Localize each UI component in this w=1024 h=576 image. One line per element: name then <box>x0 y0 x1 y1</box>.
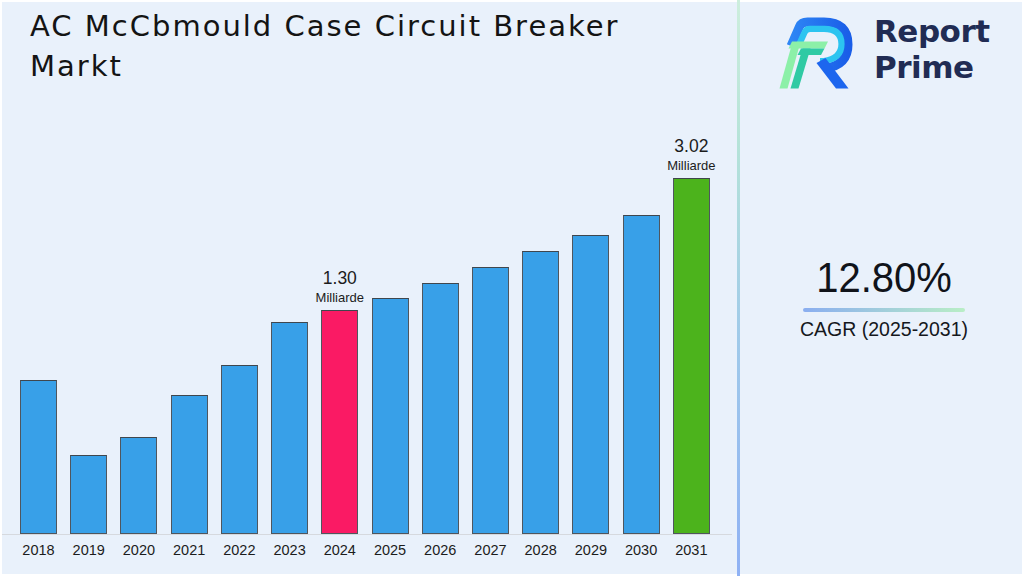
annotation-value: 1.30 <box>295 268 385 289</box>
vertical-divider <box>737 0 740 576</box>
x-axis-label-2026: 2026 <box>422 542 459 558</box>
bar-2018 <box>20 380 57 534</box>
bar-chart: 1.30Milliarde 3.02Milliarde <box>20 134 710 534</box>
brand-name-line2: Prime <box>874 49 990 85</box>
bar-2030 <box>623 215 660 534</box>
bar-2022 <box>221 365 258 534</box>
bar-column-2027 <box>472 267 509 534</box>
cagr-underline <box>803 308 965 312</box>
cagr-panel: 12.80% CAGR (2025-2031) <box>800 253 968 341</box>
page-title-line2: Markt <box>30 46 620 86</box>
brand-name: Report Prime <box>874 13 990 85</box>
x-axis-label-2031: 2031 <box>673 542 710 558</box>
bar-2024 <box>321 310 358 534</box>
bar-column-2019 <box>70 455 107 534</box>
brand-name-line1: Report <box>874 13 990 49</box>
infographic-page: AC McCbmould Case Circuit Breaker Markt … <box>0 0 1024 576</box>
x-axis-label-2030: 2030 <box>623 542 660 558</box>
bar-column-2030 <box>623 215 660 534</box>
bar-2021 <box>171 395 208 534</box>
bar-2027 <box>472 267 509 534</box>
bar-column-2029 <box>572 235 609 534</box>
bar-column-2031: 3.02Milliarde <box>673 178 710 534</box>
cagr-label: CAGR (2025-2031) <box>800 318 968 341</box>
bar-2023 <box>271 322 308 534</box>
annotation-unit: Milliarde <box>646 158 736 173</box>
bar-2025 <box>372 298 409 534</box>
x-axis-label-2029: 2029 <box>572 542 609 558</box>
x-axis-label-2020: 2020 <box>120 542 157 558</box>
bar-column-2028 <box>522 251 559 534</box>
x-axis-label-2023: 2023 <box>271 542 308 558</box>
page-title-line1: AC McCbmould Case Circuit Breaker <box>30 6 620 46</box>
bar-column-2024: 1.30Milliarde <box>321 310 358 534</box>
bar-column-2022 <box>221 365 258 534</box>
bar-column-2020 <box>120 437 157 534</box>
bar-2031 <box>673 178 710 534</box>
bar-2026 <box>422 283 459 534</box>
x-axis-label-2027: 2027 <box>472 542 509 558</box>
x-axis-label-2022: 2022 <box>221 542 258 558</box>
bar-2028 <box>522 251 559 534</box>
report-prime-logo-icon <box>779 13 855 89</box>
bar-annotation-2031: 3.02Milliarde <box>646 136 736 178</box>
bar-2019 <box>70 455 107 534</box>
cagr-value: 12.80% <box>806 253 962 302</box>
bar-column-2023 <box>271 322 308 534</box>
x-axis-label-2021: 2021 <box>171 542 208 558</box>
x-axis-label-2025: 2025 <box>372 542 409 558</box>
bar-column-2026 <box>422 283 459 534</box>
x-axis-label-2028: 2028 <box>522 542 559 558</box>
bar-column-2025 <box>372 298 409 534</box>
bar-2020 <box>120 437 157 534</box>
x-axis-line <box>2 534 732 535</box>
x-axis-label-2019: 2019 <box>70 542 107 558</box>
x-axis-label-2024: 2024 <box>321 542 358 558</box>
bar-column-2021 <box>171 395 208 534</box>
bar-column-2018 <box>20 380 57 534</box>
annotation-value: 3.02 <box>646 136 736 157</box>
x-axis-label-2018: 2018 <box>20 542 57 558</box>
bar-2029 <box>572 235 609 534</box>
page-title: AC McCbmould Case Circuit Breaker Markt <box>30 6 620 86</box>
x-axis-labels: 2018 2019 2020 2021 2022 2023 2024 2025 2026 2027… <box>20 542 710 558</box>
